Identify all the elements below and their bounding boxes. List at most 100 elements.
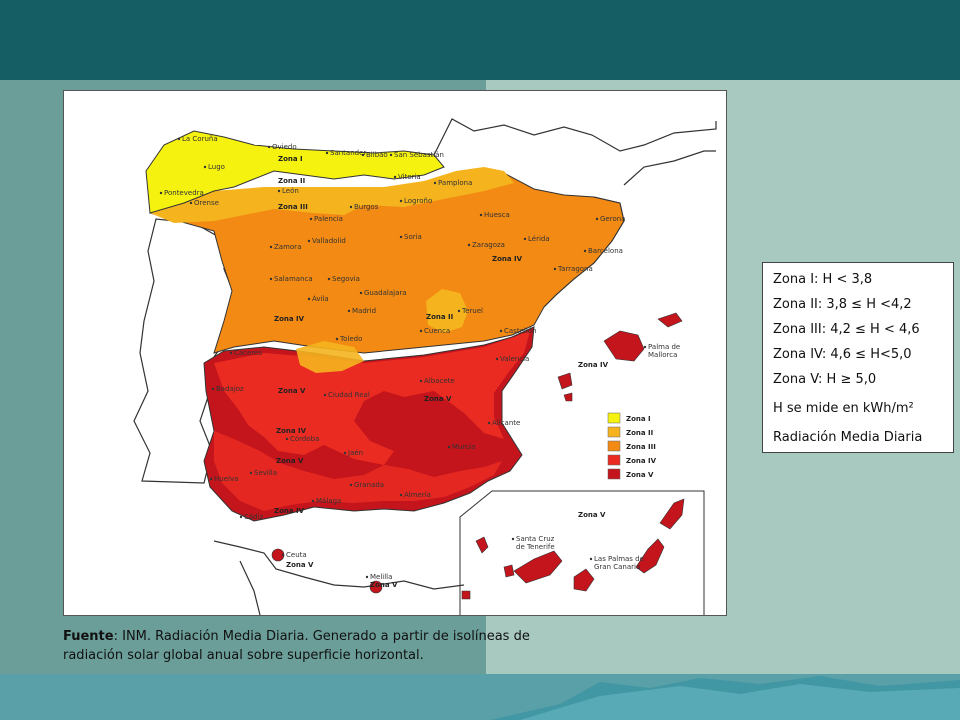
zone-label-zona-iv-ebro: Zona IV — [492, 255, 523, 263]
legend-zone-v: Zona V: H ≥ 5,0 — [773, 372, 877, 387]
city-dot-almeria — [399, 493, 403, 497]
city-label-tarragona: Tarragona — [557, 265, 593, 273]
city-dot-castellon — [499, 329, 503, 333]
zone-label-zona-v-melilla: Zona V — [370, 581, 398, 589]
city-dot-huesca — [479, 213, 483, 217]
city-label-pamplona: Pamplona — [438, 179, 472, 187]
city-label-leon: León — [282, 187, 299, 195]
city-label-salamanca: Salamanca — [274, 275, 313, 283]
city-label-castellon: Castellón — [504, 327, 536, 335]
city-dot-avila — [307, 297, 311, 301]
mallorca-island — [603, 330, 645, 362]
source-caption: Fuente: INM. Radiación Media Diaria. Gen… — [63, 627, 583, 665]
canary-island-2 — [513, 550, 563, 584]
inset-label-zona-i: Zona I — [626, 415, 651, 423]
legend-zone-iv: Zona IV: 4,6 ≤ H<5,0 — [773, 347, 912, 362]
city-label-bilbao: Bilbao — [366, 151, 388, 159]
zone-iv-south-band — [214, 431, 502, 511]
city-label-gerona: Gerona — [600, 215, 625, 223]
city-dot-zaragoza — [467, 243, 471, 247]
caption-text: : INM. Radiación Media Diaria. Generado … — [63, 629, 530, 663]
city-label-teruel: Teruel — [461, 307, 483, 315]
city-dot-huelva — [209, 477, 213, 481]
inset-swatch-zona-i — [607, 412, 621, 424]
city-dot-orense — [189, 201, 193, 205]
city-dot-valladolid — [307, 239, 311, 243]
city-dot-caceres — [229, 351, 233, 355]
city-label-huesca: Huesca — [484, 211, 510, 219]
city-dot-soria — [399, 235, 403, 239]
city-dot-santander — [325, 151, 329, 155]
city-dot-segovia — [327, 277, 331, 281]
zone-ii-center — [296, 341, 364, 373]
city-dot-albacete — [419, 379, 423, 383]
city-label-cadiz: Cádiz — [244, 513, 264, 521]
city-dot-palencia — [309, 217, 313, 221]
city-label-logrono: Logroño — [404, 197, 432, 205]
city-label-valladolid: Valladolid — [312, 237, 346, 245]
zone-label-zona-v-south: Zona V — [276, 457, 304, 465]
city-label-valencia: Valencia — [500, 355, 529, 363]
zone-label-zona-v-ceuta: Zona V — [286, 561, 314, 569]
canary-island-6 — [659, 498, 685, 530]
city-label-huelva: Huelva — [214, 475, 238, 483]
zone-label-zona-ii-teruel: Zona II — [426, 313, 453, 321]
city-dot-malaga — [311, 499, 315, 503]
zone-ii-teruel — [426, 289, 468, 333]
city-label-jaen: Jaén — [347, 449, 363, 457]
inset-swatch-zona-v — [607, 468, 621, 480]
city-dot-burgos — [349, 205, 353, 209]
inset-legend: Zona I Zona II Zona III Zona IV Zona V — [607, 412, 657, 480]
city-label-zaragoza: Zaragoza — [472, 241, 505, 249]
city-dot-lerida — [523, 237, 527, 241]
formentera-island — [563, 392, 573, 402]
city-label-burgos: Burgos — [354, 203, 379, 211]
city-dot-tarragona — [553, 267, 557, 271]
city-label-lugo: Lugo — [208, 163, 225, 171]
catalonia-coast — [543, 196, 625, 308]
map-drawing: Zona I Zona II Zona III Zona IV Zona V La Co… — [133, 118, 717, 615]
city-dot-alicante — [487, 421, 491, 425]
city-dot-jaen — [343, 451, 347, 455]
city-dot-palma — [643, 345, 647, 349]
city-label-orense: Orense — [194, 199, 219, 207]
city-dot-oviedo — [267, 145, 271, 149]
inset-label-zona-ii: Zona II — [626, 429, 653, 437]
city-dot-la-coruna — [177, 137, 181, 141]
city-label-almeria: Almería — [404, 491, 431, 499]
city-dot-san-sebastian — [389, 153, 393, 157]
zone-labels: Zona I Zona II Zona III Zona IV Zona II Zona … — [274, 155, 609, 589]
morocco-coast — [213, 540, 465, 615]
city-label-madrid: Madrid — [352, 307, 376, 315]
city-label-la-coruna: La Coruña — [182, 135, 218, 143]
city-dot-lugo — [203, 165, 207, 169]
city-dot-las-palmas — [589, 557, 593, 561]
legend-zone-i: Zona I: H < 3,8 — [773, 272, 873, 287]
city-label-ceuta: Ceuta — [286, 551, 307, 559]
inset-label-zona-v: Zona V — [626, 471, 654, 479]
city-dot-bilbao — [361, 153, 365, 157]
ibiza-island — [557, 372, 573, 390]
city-label-granada: Granada — [354, 481, 384, 489]
city-label-avila: Ávila — [312, 294, 329, 303]
city-labels: La Coruña Oviedo Santander Bilbao San Sebast… — [159, 135, 680, 581]
zone-label-zona-v-badajoz: Zona V — [278, 387, 306, 395]
legend-zone-ii: Zona II: 3,8 ≤ H <4,2 — [773, 297, 912, 312]
city-label-cordoba: Córdoba — [290, 435, 319, 443]
radiation-map: Zona I Zona II Zona III Zona IV Zona V La Co… — [63, 90, 727, 616]
city-label-segovia: Segovia — [332, 275, 360, 283]
menorca-island — [657, 312, 683, 328]
zone-label-zona-iv-south: Zona IV — [276, 427, 307, 435]
city-dot-cuenca — [419, 329, 423, 333]
city-label-albacete: Albacete — [424, 377, 455, 385]
inset-swatch-zona-iii — [607, 440, 621, 452]
city-label-pontevedra: Pontevedra — [164, 189, 204, 197]
city-dot-badajoz — [211, 387, 215, 391]
zone-ii-area — [150, 167, 514, 223]
zone-label-zona-iii-north: Zona III — [278, 203, 308, 211]
zone-label-zona-i: Zona I — [278, 155, 303, 163]
zone-label-zona-iv-baleares: Zona IV — [578, 361, 609, 369]
city-label-alicante: Alicante — [492, 419, 520, 427]
zone-label-zona-v-canarias: Zona V — [578, 511, 606, 519]
city-dot-gerona — [595, 217, 599, 221]
